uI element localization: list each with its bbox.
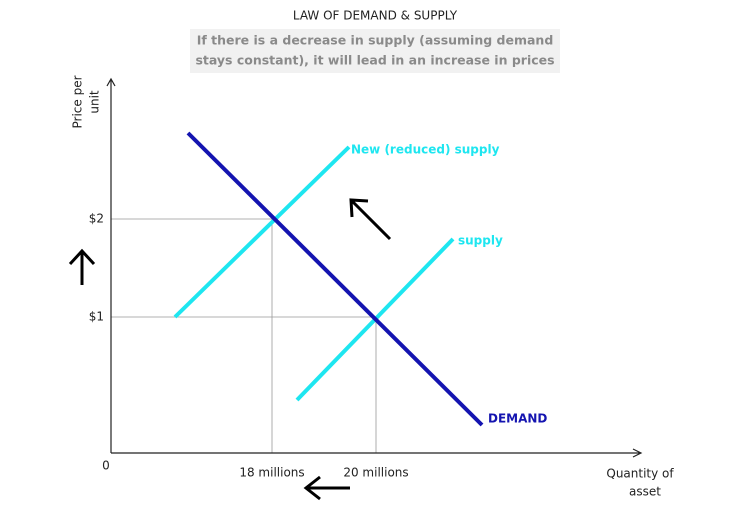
y-axis-label-line: Price per bbox=[71, 75, 85, 128]
quantity-left-arrow bbox=[303, 475, 350, 501]
x-tick-label: 20 millions bbox=[343, 466, 408, 480]
y-tick-label: $2 bbox=[89, 212, 104, 226]
curve-label: New (reduced) supply bbox=[351, 143, 500, 157]
x-axis bbox=[111, 448, 643, 458]
curve-label: supply bbox=[458, 234, 503, 248]
price-up-arrow bbox=[68, 248, 96, 285]
curve-label: DEMAND bbox=[488, 412, 547, 426]
x-axis-label-line: asset bbox=[629, 485, 661, 499]
y-tick-label: $1 bbox=[89, 310, 104, 324]
new-supply-curve bbox=[173, 145, 351, 319]
demand-curve bbox=[186, 131, 484, 427]
origin-label: 0 bbox=[102, 459, 110, 473]
y-axis-label: Price per unit bbox=[71, 75, 102, 128]
shift-arrow bbox=[349, 198, 392, 241]
subtitle-box bbox=[190, 29, 560, 73]
subtitle-line: If there is a decrease in supply (assumi… bbox=[197, 33, 554, 48]
x-axis-label-line: Quantity of bbox=[606, 467, 674, 481]
title: LAW OF DEMAND & SUPPLY bbox=[293, 9, 458, 23]
x-tick-label: 18 millions bbox=[239, 466, 304, 480]
y-axis bbox=[106, 77, 116, 453]
subtitle-line: stays constant), it will lead in an incr… bbox=[195, 53, 554, 68]
y-axis-label-line: unit bbox=[88, 90, 102, 114]
